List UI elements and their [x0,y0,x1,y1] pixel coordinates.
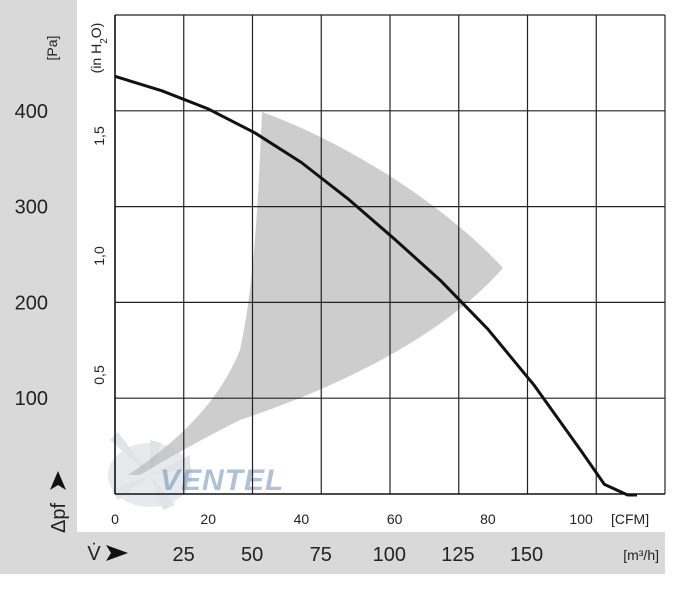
y-inner-tick-label: 1,5 [91,126,107,146]
x-tick-label-m3h: 150 [510,544,543,566]
x-tick-label-cfm: 60 [387,511,403,527]
x-tick-label-m3h: 50 [241,544,263,566]
grid [114,14,666,495]
y-tick-label: 100 [15,388,48,410]
x-axis-arrow [106,545,128,561]
series-line [114,74,637,497]
x-unit-cfm: [CFM] [611,511,649,527]
y-inner-tick-label: 1,0 [91,246,107,266]
x-tick-label-m3h: 75 [310,544,332,566]
axis-labels: 100 200 300 400 0,5 1,0 1,5 0 20 40 60 80 100 25 50 75 1… [15,101,593,566]
ventel-logo: VENTEL [160,464,284,497]
x-tick-label-m3h: 125 [441,544,474,566]
x-tick-label-cfm: 40 [294,511,310,527]
x-axis-label: V̇ [87,543,101,565]
x-tick-label-cfm: 100 [569,511,593,527]
x-axis-bar [0,532,665,574]
x-unit-m3h: [m³/h] [623,547,659,563]
y-tick-label: 200 [15,292,48,314]
x-tick-label-cfm: 0 [111,511,119,527]
y-axis-label: Δpf [48,503,70,533]
x-tick-label-cfm: 80 [480,511,496,527]
y-tick-label: 400 [15,101,48,123]
x-tick-label-m3h: 25 [172,544,194,566]
x-tick-label-m3h: 100 [373,544,406,566]
y-axis-bar [0,0,77,532]
operating-range-band [128,112,503,475]
y-axis-arrow [50,471,66,490]
y-unit-inh2o: (in H2O) [88,23,110,74]
y-unit-pa: [Pa] [44,36,60,61]
y-inner-tick-label: 0,5 [91,365,107,385]
y-tick-label: 300 [15,197,48,219]
x-tick-label-cfm: 20 [200,511,216,527]
